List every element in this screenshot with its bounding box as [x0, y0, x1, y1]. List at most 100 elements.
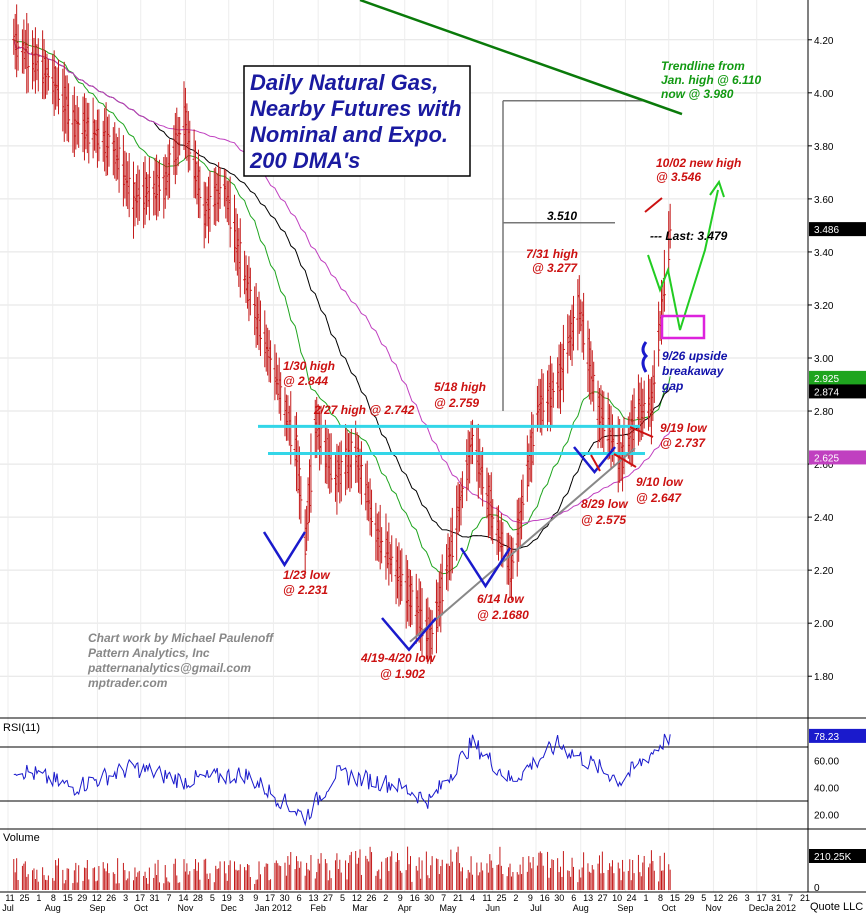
- date-tick-label: 3: [239, 893, 244, 903]
- month-label: Jul: [530, 903, 542, 913]
- date-tick-label: 2: [383, 893, 388, 903]
- date-tick-label: 17: [757, 893, 767, 903]
- apr19-low-label-1: 4/19-4/20 low: [360, 651, 436, 665]
- last-price-tag-label: 2.874: [814, 387, 839, 398]
- jan23-low-label-2: @ 2.231: [283, 583, 328, 597]
- red-mark: [613, 453, 637, 468]
- green-forecast-path: [647, 189, 719, 331]
- date-tick-label: 21: [453, 893, 463, 903]
- title-box: Daily Natural Gas, Nearby Futures with N…: [243, 65, 471, 177]
- month-label: Dec: [221, 903, 238, 913]
- title-line-3: Nominal and Expo.: [250, 122, 448, 147]
- month-label: Jul: [2, 903, 14, 913]
- last-price-label: --- Last: 3.479: [650, 229, 728, 243]
- price-tick-label: 3.00: [814, 354, 834, 365]
- date-tick-label: 9: [253, 893, 258, 903]
- date-tick-label: 31: [150, 893, 160, 903]
- trendline-label-2: Jan. high @ 6.110: [661, 73, 762, 87]
- date-tick-label: 7: [788, 893, 793, 903]
- jan30-high-label-1: 1/30 high: [283, 359, 335, 373]
- trendline-label-3: now @ 3.980: [661, 87, 734, 101]
- month-label: Apr: [398, 903, 412, 913]
- date-tick-label: 29: [77, 893, 87, 903]
- date-tick-label: 30: [424, 893, 434, 903]
- blue-v-mark: [573, 446, 616, 475]
- date-tick-label: 21: [800, 893, 810, 903]
- date-tick-label: 1: [36, 893, 41, 903]
- date-tick-label: 11: [482, 893, 491, 903]
- month-label: Oct: [134, 903, 149, 913]
- title-line-4: 200 DMA's: [249, 148, 360, 173]
- date-tick-label: 12: [92, 893, 102, 903]
- credits: Chart work by Michael Paulenoff Pattern …: [87, 631, 274, 690]
- support-trendline: [409, 447, 636, 643]
- sep10-low-label-2: @ 2.647: [636, 491, 682, 505]
- price-tick-label: 2.80: [814, 407, 834, 418]
- month-label: Aug: [45, 903, 61, 913]
- month-label: Sep: [617, 903, 633, 913]
- date-tick-label: 13: [309, 893, 319, 903]
- date-tick-label: 31: [771, 893, 781, 903]
- jun14-low-label-1: 6/14 low: [477, 592, 524, 606]
- green-arrow-head: [709, 179, 725, 198]
- red-mark: [644, 197, 663, 213]
- rsi-tick-label: 60.00: [814, 757, 839, 768]
- feb27-high-label: 2/27 high @ 2.742: [313, 403, 415, 417]
- credit-line-1: Chart work by Michael Paulenoff: [88, 631, 274, 645]
- downtrend-line: [359, 0, 683, 116]
- rsi-tick-label: 40.00: [814, 784, 839, 795]
- credit-line-4: mptrader.com: [88, 676, 168, 690]
- date-tick-label: 25: [19, 893, 29, 903]
- price-tick-label: 3.80: [814, 142, 834, 153]
- date-tick-label: 26: [728, 893, 738, 903]
- date-axis: Quote LLC 11 25 1 8 15 29 12 26 3 17 31 7 14 28 5 19 3 9 1…: [0, 891, 866, 913]
- last-price-tag: [809, 384, 866, 399]
- price-tick-label: 3.20: [814, 301, 834, 312]
- rsi-last-label: 78.23: [814, 732, 839, 743]
- month-label: Ja 2012: [764, 903, 796, 913]
- last-price-tag-label: 2.925: [814, 374, 839, 385]
- price-axis: 4.20 4.00 3.80 3.60 3.40 3.20 3.00 2.80 2.60 2.40…: [807, 0, 866, 892]
- date-tick-label: 17: [135, 893, 145, 903]
- last-price-tag: [809, 450, 866, 465]
- volume-zero-label: 0: [814, 883, 820, 894]
- date-tick-label: 1: [643, 893, 648, 903]
- blue-v-mark: [262, 531, 307, 568]
- date-tick-label: 28: [193, 893, 203, 903]
- date-tick-label: 16: [540, 893, 550, 903]
- new-high-label-2: @ 3.546: [656, 170, 701, 184]
- price-tick-label: 2.40: [814, 513, 834, 524]
- date-tick-label: 30: [280, 893, 290, 903]
- price-tick-label: 2.60: [814, 460, 834, 471]
- volume-last-label: 210.25K: [814, 852, 852, 863]
- date-tick-label: 24: [627, 893, 637, 903]
- date-tick-label: 29: [684, 893, 694, 903]
- date-tick-label: 13: [583, 893, 593, 903]
- may18-high-label-1: 5/18 high: [434, 380, 486, 394]
- month-label: May: [439, 903, 457, 913]
- annotation-lines: [258, 0, 725, 652]
- blue-v-mark: [459, 547, 512, 589]
- price-tick-label: 3.60: [814, 195, 834, 206]
- date-tick-label: 3: [123, 893, 128, 903]
- credit-line-3: patternanalytics@gmail.com: [87, 661, 251, 675]
- date-tick-label: 6: [297, 893, 302, 903]
- rsi-line: [13, 733, 671, 827]
- red-mark: [629, 426, 654, 438]
- month-label: Dec: [749, 903, 766, 913]
- gap-label-2: breakaway: [662, 364, 725, 378]
- date-tick-label: 4: [470, 893, 475, 903]
- date-tick-label: 25: [496, 893, 506, 903]
- rsi-label: RSI(11): [3, 722, 40, 734]
- date-tick-label: 8: [51, 893, 56, 903]
- blue-v-mark: [381, 617, 437, 652]
- date-tick-label: 6: [571, 893, 576, 903]
- date-tick-label: 9: [528, 893, 533, 903]
- sep10-low-label-1: 9/10 low: [636, 475, 683, 489]
- magenta-dma-line: [13, 39, 671, 524]
- month-label: Oct: [662, 903, 677, 913]
- volume-label: Volume: [3, 832, 40, 844]
- date-tick-label: 7: [441, 893, 446, 903]
- date-tick-label: 27: [323, 893, 333, 903]
- last-price-tag-label: 2.625: [814, 453, 839, 464]
